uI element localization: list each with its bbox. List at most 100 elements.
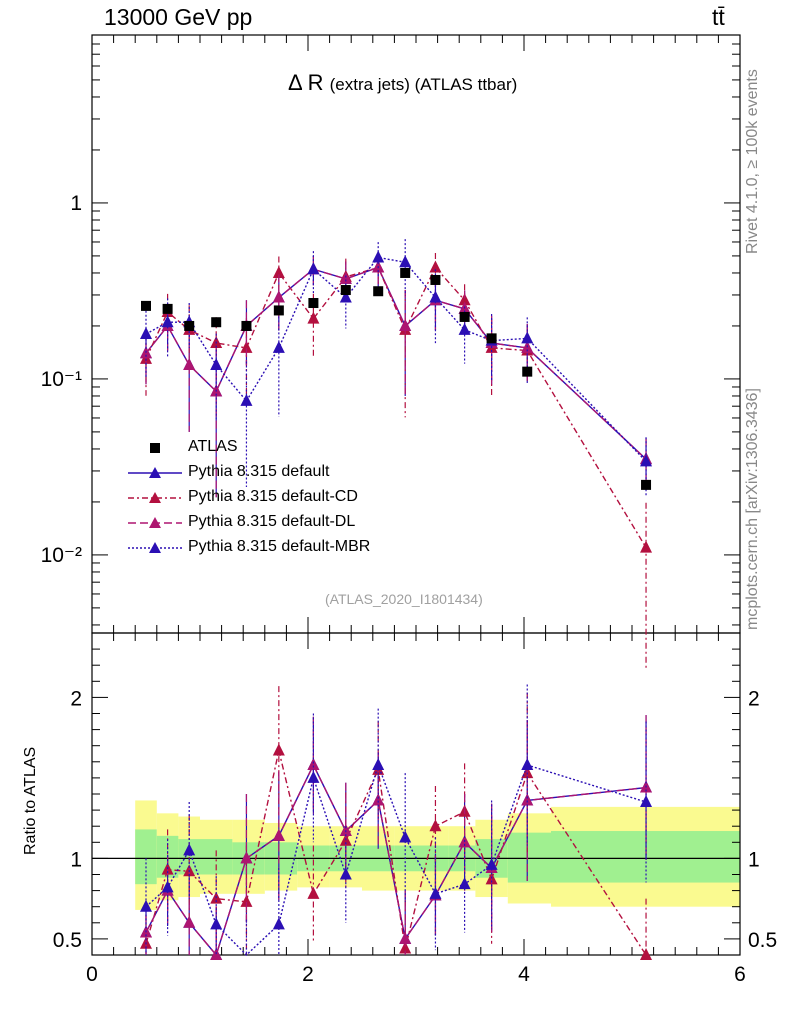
data-point-atlas [308,298,319,309]
legend-label-atlas: ATLAS [188,438,238,455]
data-point-mbr [272,340,285,353]
mcplots-credit-label: mcplots.cern.ch [arXiv:1306.3436] [744,388,761,630]
ratio-point-dl [307,758,320,771]
ratio-y-tick-label: 1 [70,848,82,871]
ratio-band-inner [135,829,157,885]
legend-marker-atlas [150,443,160,453]
ratio-point-mbr [521,758,534,771]
ratio-band-inner [507,832,551,883]
ratio-point-mbr [399,830,412,843]
data-point-cd [240,340,253,353]
x-tick-label: 0 [86,963,98,986]
data-point-cd [307,311,320,324]
plot-title-main: Δ R [288,70,324,95]
ratio-point-cd [640,948,653,960]
data-point-atlas [241,320,252,331]
legend-label-cd: Pythia 8.315 default-CD [188,488,358,505]
ratio-point-mbr [458,877,471,890]
data-point-mbr [429,290,442,303]
ratio-point-mbr [485,857,498,870]
data-point-atlas [486,333,497,344]
ratio-point-cd [399,941,412,954]
x-tick-label: 4 [518,963,530,986]
ratio-point-mbr [183,843,196,856]
ratio-point-mbr [307,770,320,783]
data-point-cd [272,265,285,278]
main-y-tick-label: 1 [70,192,82,215]
analysis-watermark: (ATLAS_2020_I1801434) [325,591,483,607]
rivet-version-label: Rivet 4.1.0, ≥ 100k events [744,69,761,254]
legend-marker-mbr [149,542,161,553]
ratio-point-mbr [140,899,152,912]
ratio-point-dl [272,828,285,841]
series-line-default [145,266,647,460]
ratio-point-dl [399,931,412,944]
plot-title-detail: (extra jets) (ATLAS ttbar) [329,75,518,94]
x-tick-label: 2 [302,963,314,986]
ratio-point-mbr [210,917,223,930]
energy-label: 13000 GeV pp [104,4,253,30]
data-point-atlas [211,317,222,328]
data-point-atlas [273,305,284,316]
x-tick-label: 6 [734,963,746,986]
data-point-atlas [373,286,384,297]
ratio-point-mbr [640,795,653,808]
data-point-mbr [161,315,174,328]
ratio-point-mbr [372,758,385,771]
ratio-y-axis-label: Ratio to ATLAS [22,746,39,855]
ratio-y-tick-label: 0.5 [53,929,82,952]
plot-title: Δ R (extra jets) (ATLAS ttbar) [288,70,517,96]
ratio-point-mbr [272,917,285,930]
ratio-point-dl [339,824,352,837]
ratio-y-tick-label-right: 2 [748,687,760,710]
ratio-point-cd [240,894,253,907]
legend-marker-cd [149,492,161,503]
data-point-dl [339,271,352,284]
process-label: tt̄ [712,4,725,30]
data-point-atlas [184,320,195,331]
data-point-mbr [372,250,385,263]
data-point-mbr [240,393,253,406]
data-point-atlas [430,274,441,285]
data-point-mbr [458,322,471,335]
data-point-atlas [400,267,411,278]
ratio-point-dl [521,793,534,806]
data-point-cd [429,260,442,273]
ratio-point-dl [240,851,253,864]
ratio-point-cd [272,743,285,756]
data-point-mbr [307,262,320,275]
ratio-point-cd [307,886,320,899]
data-point-dl [183,357,196,370]
series-line-dl [145,266,647,460]
data-point-atlas [340,285,351,296]
data-point-mbr [339,290,352,303]
ratio-point-cd [429,819,442,832]
data-point-cd [640,540,653,553]
data-point-cd [458,293,471,306]
data-point-dl [399,318,412,331]
legend-label-dl: Pythia 8.315 default-DL [188,513,356,530]
data-point-mbr [399,255,412,268]
data-point-dl [272,290,285,303]
ratio-point-mbr [339,867,352,880]
ratio-y-tick-label: 2 [70,687,82,710]
ratio-y-tick-label-right: 0.5 [748,929,777,952]
data-point-mbr [640,454,653,467]
data-point-atlas [162,303,173,314]
ratio-point-dl [183,915,196,928]
main-y-tick-label: 10⁻¹ [41,368,82,391]
legend-marker-dl [149,517,161,528]
legend-label-mbr: Pythia 8.315 default-MBR [188,538,371,555]
data-point-mbr [140,327,152,339]
ratio-point-dl [372,793,385,806]
ratio-point-mbr [161,880,174,893]
legend-label-default: Pythia 8.315 default [188,463,330,480]
series-line-mbr [145,256,647,462]
ratio-y-tick-label-right: 1 [748,848,760,871]
data-point-mbr [521,331,534,344]
ratio-point-mbr [429,886,442,899]
main-y-tick-label: 10⁻² [41,544,82,567]
data-point-atlas [459,311,470,322]
data-point-atlas [522,366,533,377]
